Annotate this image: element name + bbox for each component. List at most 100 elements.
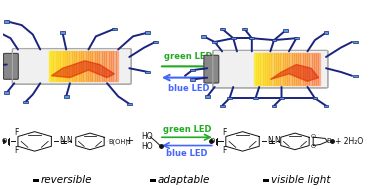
Bar — [291, 53, 294, 85]
Bar — [60, 31, 65, 34]
Bar — [254, 53, 256, 85]
Text: F: F — [14, 128, 18, 137]
Text: HO: HO — [141, 142, 153, 151]
Bar — [285, 53, 287, 85]
Bar — [76, 51, 79, 81]
Bar — [64, 95, 69, 98]
Text: blue LED: blue LED — [168, 84, 210, 93]
Bar — [265, 53, 267, 85]
Bar — [60, 51, 63, 81]
Bar — [58, 51, 60, 81]
Bar — [242, 28, 247, 30]
Text: blue LED: blue LED — [166, 149, 208, 158]
Text: green LED: green LED — [163, 125, 211, 134]
Bar — [279, 97, 284, 99]
Bar — [67, 51, 69, 81]
Bar — [83, 51, 86, 81]
Bar — [278, 53, 280, 85]
Bar — [106, 51, 109, 81]
Text: N: N — [267, 136, 273, 145]
Bar — [324, 31, 328, 34]
Bar — [305, 53, 307, 85]
Bar — [102, 51, 104, 81]
Bar — [272, 53, 274, 85]
Bar — [113, 51, 116, 81]
Bar — [90, 51, 93, 81]
Bar — [267, 53, 269, 85]
Bar — [260, 53, 262, 85]
Bar — [303, 53, 305, 85]
Bar — [201, 35, 206, 38]
Bar — [262, 53, 265, 85]
Bar — [298, 53, 300, 85]
Text: visible light: visible light — [271, 175, 331, 185]
Text: adaptable: adaptable — [158, 175, 210, 185]
Text: F: F — [14, 146, 18, 155]
Bar — [294, 53, 296, 85]
Text: N: N — [66, 136, 72, 145]
Bar — [79, 51, 81, 81]
Bar — [294, 37, 299, 40]
Bar — [109, 51, 111, 81]
Text: O: O — [209, 138, 215, 144]
Text: +: + — [125, 136, 135, 146]
Bar — [324, 105, 328, 107]
Bar — [93, 51, 95, 81]
Bar — [231, 37, 236, 40]
Bar — [95, 51, 97, 81]
Bar — [127, 103, 132, 105]
Bar — [256, 53, 258, 85]
Bar — [33, 179, 39, 182]
Bar — [88, 51, 90, 81]
Text: F: F — [222, 128, 226, 137]
Text: HO: HO — [141, 132, 153, 141]
Bar — [146, 31, 150, 34]
Bar — [153, 41, 158, 43]
Text: O: O — [311, 134, 316, 139]
Bar — [190, 78, 195, 81]
Bar — [253, 97, 258, 99]
Bar — [287, 53, 289, 85]
Bar — [249, 37, 254, 40]
Bar — [258, 53, 260, 85]
Bar — [74, 51, 76, 81]
Bar — [300, 53, 303, 85]
Text: green LED: green LED — [165, 53, 213, 61]
Bar — [53, 51, 55, 81]
Text: N: N — [59, 136, 65, 145]
Bar — [65, 51, 67, 81]
Polygon shape — [270, 64, 319, 81]
Bar — [314, 53, 316, 85]
Bar — [289, 53, 291, 85]
Bar — [51, 51, 53, 81]
Bar — [0, 31, 2, 34]
Bar — [146, 71, 150, 73]
Bar — [4, 20, 9, 22]
FancyBboxPatch shape — [12, 49, 131, 84]
Bar — [99, 51, 102, 81]
Bar — [283, 29, 288, 32]
Bar — [116, 51, 118, 81]
Bar — [312, 97, 317, 99]
Bar — [111, 51, 113, 81]
Bar — [283, 53, 285, 85]
Text: B: B — [326, 138, 331, 144]
FancyBboxPatch shape — [204, 55, 219, 83]
Bar — [212, 41, 217, 43]
Bar — [318, 53, 321, 85]
Bar — [274, 53, 276, 85]
Text: reversible: reversible — [41, 175, 93, 185]
Bar — [272, 105, 276, 107]
Bar — [220, 105, 225, 107]
Bar — [272, 39, 276, 41]
Text: O: O — [311, 144, 316, 149]
Bar — [307, 53, 309, 85]
Bar — [4, 91, 9, 94]
Bar — [353, 74, 358, 77]
Bar — [276, 53, 278, 85]
Bar — [97, 51, 99, 81]
Bar — [104, 51, 106, 81]
Bar — [296, 53, 298, 85]
Bar — [49, 51, 51, 81]
Bar — [353, 41, 358, 43]
